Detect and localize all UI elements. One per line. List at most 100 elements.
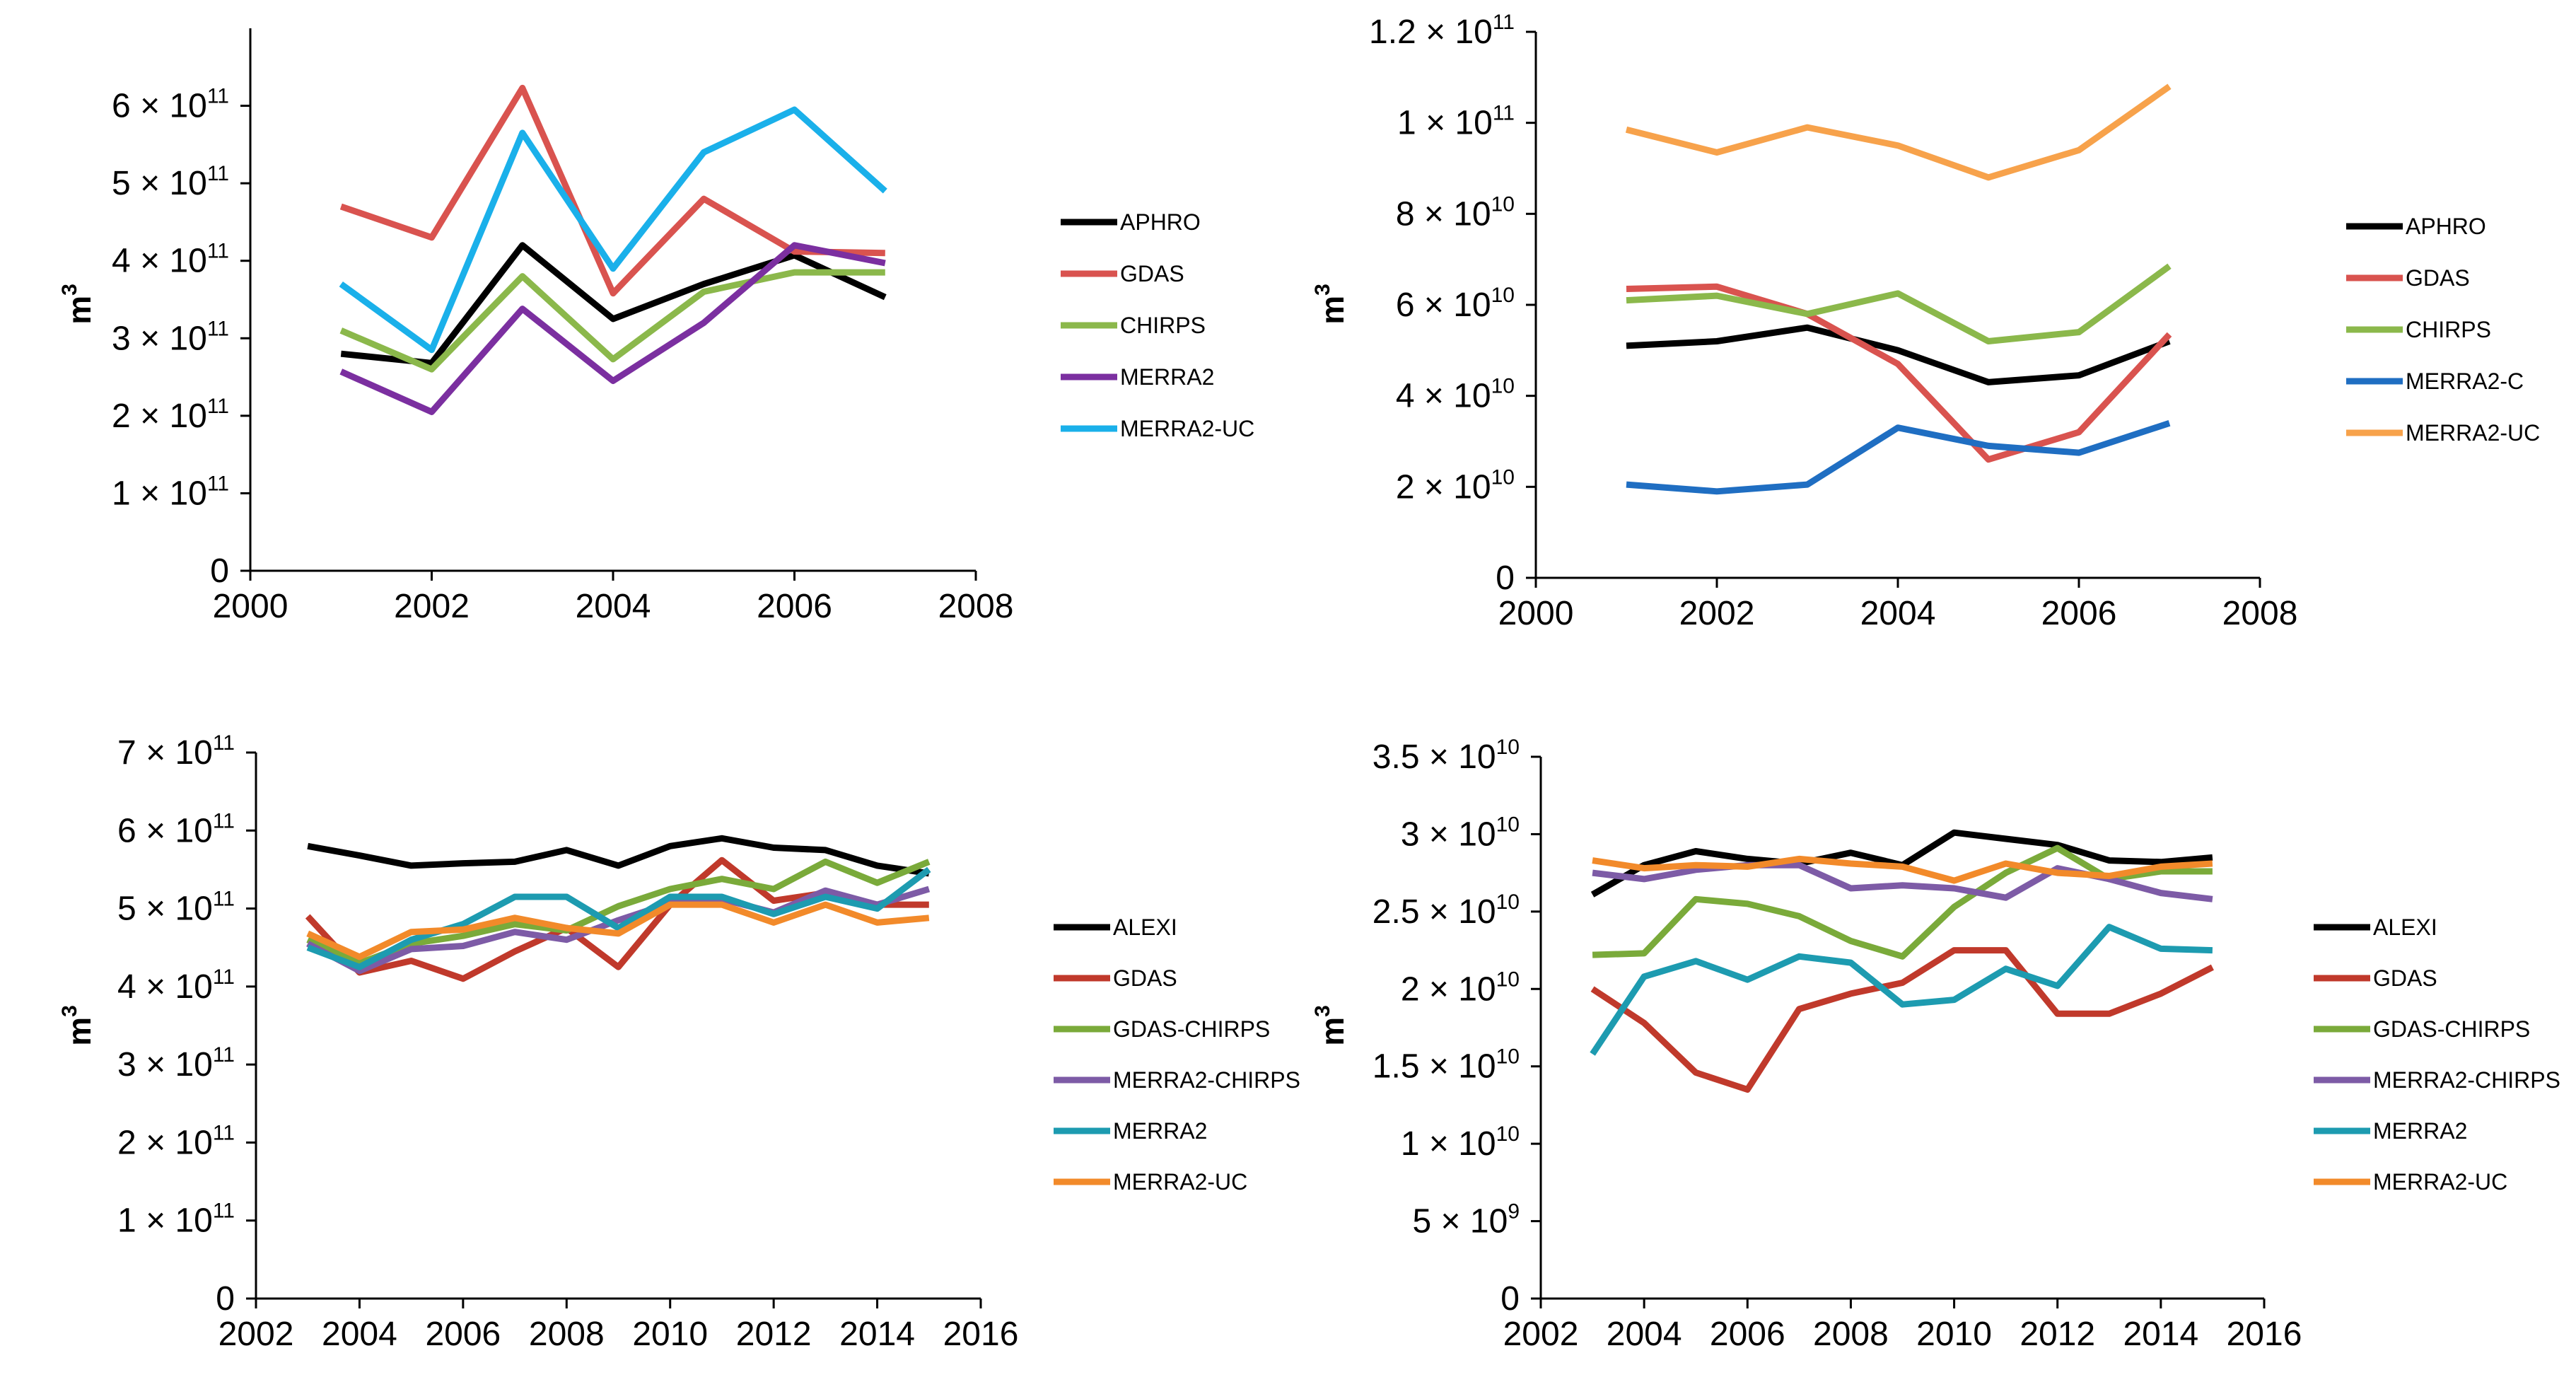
- x-tick-label: 2002: [1679, 595, 1755, 632]
- y-tick-mantissa: 1 × 10: [112, 475, 207, 512]
- series-line-merra2: [339, 242, 886, 415]
- x-tick-label: 2004: [576, 588, 651, 625]
- series-line-merra2-c: [1626, 420, 2171, 495]
- x-tick-label: 2008: [938, 588, 1014, 625]
- y-tick-mantissa: 5 × 10: [1413, 1203, 1508, 1241]
- x-tick-label: 2006: [2041, 595, 2117, 632]
- y-axis-label-base: m: [61, 296, 98, 325]
- x-tick-label: 2002: [218, 1316, 294, 1353]
- series-line-merra2: [306, 866, 931, 970]
- y-tick-mantissa: 2 × 10: [112, 397, 207, 435]
- chart-panel-4: 2002 2004 2006 2008 2010 2012 2014 2016 0 5 × 109…: [1311, 736, 2560, 1353]
- y-tick-mantissa: 4 × 10: [117, 968, 213, 1006]
- series-line-gdas-chirps: [306, 858, 931, 967]
- y-tick-label: 2 × 1011: [112, 395, 229, 435]
- y-axis-label-exponent: 3: [58, 1005, 81, 1017]
- x-tick-label: 2006: [425, 1316, 501, 1353]
- y-tick-label: 0: [216, 1280, 235, 1318]
- y-tick-mantissa: 0: [216, 1280, 235, 1318]
- y-tick-mantissa: 4 × 10: [1396, 378, 1491, 415]
- y-tick-label: 1 × 1011: [112, 472, 229, 512]
- y-tick-mantissa: 6 × 10: [117, 812, 213, 849]
- y-tick-exponent: 10: [1496, 736, 1520, 759]
- y-axis-label: m3: [1311, 1005, 1351, 1046]
- x-tick-label: 2010: [1916, 1316, 1992, 1353]
- y-tick-label: 1 × 1011: [1397, 102, 1515, 142]
- y-tick-label: 1.2 × 1011: [1369, 11, 1515, 51]
- legend-label: MERRA2-UC: [2406, 420, 2540, 446]
- y-tick-exponent: 11: [213, 965, 235, 989]
- y-tick-mantissa: 3 × 10: [1401, 815, 1496, 853]
- y-tick-label: 4 × 1010: [1396, 375, 1515, 415]
- y-tick-mantissa: 0: [1496, 559, 1515, 597]
- x-tick-label: 2004: [322, 1316, 397, 1353]
- y-tick-exponent: 10: [1496, 1122, 1520, 1146]
- x-tick-label: 2000: [1498, 595, 1574, 632]
- series-line-merra2: [1590, 924, 2213, 1056]
- legend-label: GDAS-CHIRPS: [2373, 1016, 2530, 1042]
- legend-label: MERRA2-UC: [1113, 1169, 1247, 1195]
- series-line-gdas: [1626, 283, 2172, 463]
- legend-label: GDAS: [1113, 965, 1177, 991]
- y-tick-mantissa: 1.5 × 10: [1372, 1048, 1496, 1086]
- series-line-aphro: [1626, 324, 2171, 385]
- y-tick-mantissa: 2 × 10: [1401, 970, 1496, 1008]
- y-tick-label: 5 × 1011: [117, 888, 235, 928]
- y-tick-exponent: 11: [207, 472, 229, 495]
- legend-label: MERRA2-UC: [2373, 1169, 2507, 1195]
- y-axis-label-base: m: [61, 1017, 98, 1046]
- y-tick-label: 1 × 1011: [117, 1200, 235, 1240]
- y-tick-label: 1.5 × 1010: [1372, 1045, 1520, 1086]
- y-tick-label: 4 × 1011: [117, 965, 235, 1006]
- y-tick-exponent: 11: [1493, 11, 1515, 34]
- legend-label: MERRA2-CHIRPS: [2373, 1067, 2560, 1093]
- series-line-aphro: [340, 242, 887, 366]
- y-tick-exponent: 11: [207, 162, 229, 185]
- x-tick-label: 2008: [529, 1316, 605, 1353]
- y-tick-label: 2 × 1010: [1396, 465, 1515, 506]
- y-tick-mantissa: 6 × 10: [1396, 286, 1491, 324]
- y-axis-label-exponent: 3: [58, 284, 81, 296]
- y-tick-exponent: 11: [213, 1043, 235, 1067]
- y-tick-mantissa: 2.5 × 10: [1372, 893, 1496, 931]
- y-tick-label: 0: [1496, 559, 1515, 597]
- y-tick-label: 3 × 1011: [117, 1043, 235, 1084]
- legend-label: ALEXI: [1113, 914, 1177, 940]
- series-line-gdas: [1590, 947, 2214, 1093]
- x-tick-label: 2016: [943, 1316, 1019, 1353]
- y-tick-mantissa: 1 × 10: [117, 1202, 213, 1240]
- y-tick-label: 6 × 1010: [1396, 284, 1515, 324]
- y-tick-label: 8 × 1010: [1396, 192, 1515, 233]
- y-tick-exponent: 10: [1496, 813, 1520, 836]
- y-tick-label: 1 × 1010: [1401, 1122, 1520, 1163]
- x-tick-label: 2016: [2227, 1316, 2302, 1353]
- y-axis-label: m3: [58, 1005, 98, 1046]
- legend-label: MERRA2: [1120, 364, 1214, 390]
- y-tick-exponent: 10: [1496, 1045, 1520, 1069]
- y-tick-label: 5 × 109: [1413, 1200, 1520, 1241]
- y-tick-exponent: 9: [1508, 1200, 1520, 1224]
- y-tick-exponent: 10: [1496, 968, 1520, 991]
- y-tick-mantissa: 5 × 10: [112, 165, 207, 202]
- series-line-merra2-uc: [339, 106, 887, 354]
- y-tick-exponent: 11: [207, 395, 229, 418]
- y-tick-exponent: 10: [1491, 375, 1515, 398]
- series-line-chirps: [339, 269, 885, 373]
- y-tick-exponent: 10: [1491, 284, 1515, 307]
- series-line-merra2-uc: [1625, 83, 2172, 181]
- series-line-merra2-uc: [306, 901, 930, 960]
- legend-label: CHIRPS: [1120, 313, 1206, 338]
- y-tick-exponent: 11: [1493, 102, 1515, 125]
- legend-label: MERRA2-C: [2406, 368, 2524, 394]
- y-tick-exponent: 11: [213, 1200, 235, 1223]
- y-tick-mantissa: 4 × 10: [112, 243, 207, 280]
- y-tick-label: 2.5 × 1010: [1372, 890, 1520, 931]
- y-tick-label: 6 × 1011: [112, 85, 229, 125]
- legend-label: GDAS: [1120, 261, 1184, 286]
- y-tick-mantissa: 1 × 10: [1401, 1125, 1496, 1163]
- legend-label: APHRO: [1120, 209, 1201, 235]
- x-tick-label: 2002: [394, 588, 470, 625]
